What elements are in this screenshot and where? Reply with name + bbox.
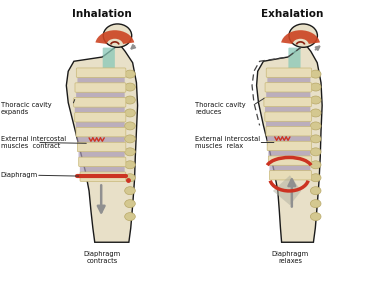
Wedge shape <box>96 30 134 44</box>
Ellipse shape <box>310 109 321 117</box>
FancyBboxPatch shape <box>75 83 126 92</box>
Ellipse shape <box>125 213 135 221</box>
FancyBboxPatch shape <box>78 151 125 158</box>
FancyBboxPatch shape <box>266 68 312 77</box>
FancyBboxPatch shape <box>76 121 125 128</box>
Text: Diaphragm: Diaphragm <box>1 172 38 178</box>
Ellipse shape <box>125 109 135 117</box>
Ellipse shape <box>125 174 135 182</box>
FancyBboxPatch shape <box>269 164 310 172</box>
FancyBboxPatch shape <box>74 98 126 107</box>
Wedge shape <box>281 30 320 44</box>
FancyBboxPatch shape <box>265 83 312 92</box>
Text: Exhalation: Exhalation <box>261 9 323 19</box>
FancyBboxPatch shape <box>75 106 125 113</box>
Ellipse shape <box>310 213 321 221</box>
Ellipse shape <box>310 200 321 208</box>
FancyBboxPatch shape <box>80 166 125 173</box>
Ellipse shape <box>125 83 135 91</box>
FancyBboxPatch shape <box>268 156 312 165</box>
FancyBboxPatch shape <box>265 106 310 113</box>
Text: Thoracic cavity
expands: Thoracic cavity expands <box>1 102 52 115</box>
Ellipse shape <box>125 70 135 78</box>
Ellipse shape <box>125 122 135 130</box>
FancyBboxPatch shape <box>76 68 126 78</box>
FancyBboxPatch shape <box>75 113 126 122</box>
Ellipse shape <box>125 148 135 156</box>
FancyBboxPatch shape <box>266 127 312 136</box>
FancyBboxPatch shape <box>264 97 312 107</box>
Ellipse shape <box>310 135 321 143</box>
FancyBboxPatch shape <box>267 135 310 142</box>
FancyBboxPatch shape <box>288 48 301 71</box>
FancyBboxPatch shape <box>80 172 126 182</box>
FancyBboxPatch shape <box>77 136 125 143</box>
Ellipse shape <box>310 96 321 104</box>
FancyBboxPatch shape <box>266 121 310 127</box>
Ellipse shape <box>310 83 321 91</box>
Ellipse shape <box>125 161 135 169</box>
Ellipse shape <box>103 24 132 47</box>
Ellipse shape <box>125 135 135 143</box>
Text: Diaphragm
relaxes: Diaphragm relaxes <box>271 251 309 264</box>
FancyBboxPatch shape <box>79 157 126 166</box>
FancyBboxPatch shape <box>77 142 126 152</box>
FancyBboxPatch shape <box>103 48 115 71</box>
Text: Inhalation: Inhalation <box>72 9 132 19</box>
Ellipse shape <box>310 187 321 195</box>
Polygon shape <box>66 45 138 242</box>
Ellipse shape <box>125 187 135 195</box>
Ellipse shape <box>125 200 135 208</box>
Polygon shape <box>257 45 322 242</box>
Polygon shape <box>273 175 301 205</box>
FancyBboxPatch shape <box>268 150 310 157</box>
Text: External intercostal
muscles  relax: External intercostal muscles relax <box>195 136 260 149</box>
FancyBboxPatch shape <box>266 91 310 98</box>
FancyBboxPatch shape <box>76 91 125 99</box>
Text: Thoracic cavity
reduces: Thoracic cavity reduces <box>195 102 246 115</box>
Text: External intercostal
muscles  contract: External intercostal muscles contract <box>1 136 66 149</box>
Ellipse shape <box>125 96 135 104</box>
Ellipse shape <box>310 70 321 78</box>
Ellipse shape <box>310 148 321 156</box>
FancyBboxPatch shape <box>267 76 310 84</box>
Ellipse shape <box>310 161 321 169</box>
FancyBboxPatch shape <box>265 112 312 121</box>
FancyBboxPatch shape <box>77 77 125 84</box>
Ellipse shape <box>310 122 321 130</box>
Ellipse shape <box>310 174 321 182</box>
FancyBboxPatch shape <box>76 127 126 137</box>
FancyBboxPatch shape <box>269 171 312 180</box>
Text: Diaphragm
contracts: Diaphragm contracts <box>84 251 121 264</box>
FancyBboxPatch shape <box>267 141 312 151</box>
Ellipse shape <box>289 24 317 47</box>
